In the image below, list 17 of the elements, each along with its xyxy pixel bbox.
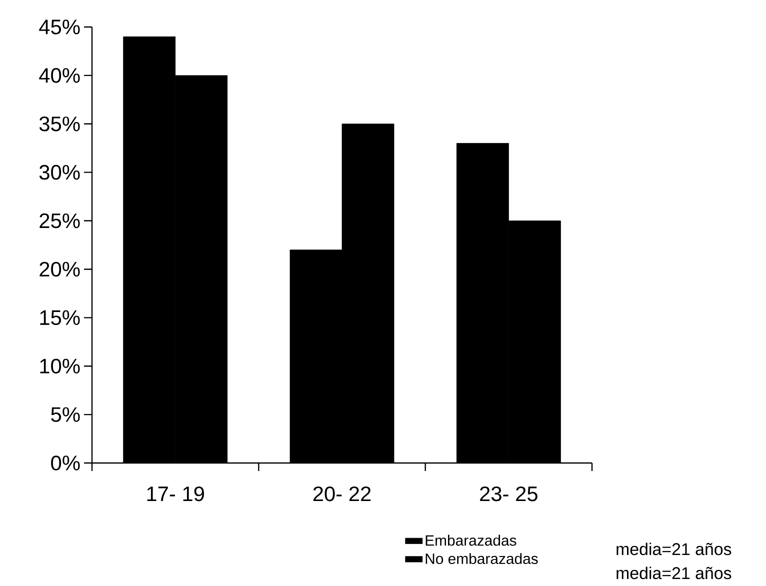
y-tick-label: 0% [51, 456, 80, 470]
y-tick-label: 45% [39, 20, 80, 34]
x-tick-label: 23- 25 [480, 486, 538, 502]
y-tick-label: 25% [40, 213, 80, 228]
text: media=21 años [616, 566, 732, 580]
y-tick-label: 40% [39, 68, 80, 83]
y-tick-label: 30% [39, 164, 80, 180]
legend-label: Embarazadas [426, 534, 516, 546]
y-tick-label: 5% [51, 407, 80, 422]
x-tick-label: 17- 19 [147, 486, 204, 502]
y-tick-label: 20% [40, 262, 80, 277]
legend-label: No embarazadas [426, 553, 538, 564]
x-tick-label: 20- 22 [313, 486, 371, 502]
y-tick-label: 35% [39, 116, 80, 132]
y-tick-label: 10% [40, 358, 80, 374]
y-tick-label: 15% [40, 310, 80, 326]
text: media=21 años [616, 542, 732, 556]
